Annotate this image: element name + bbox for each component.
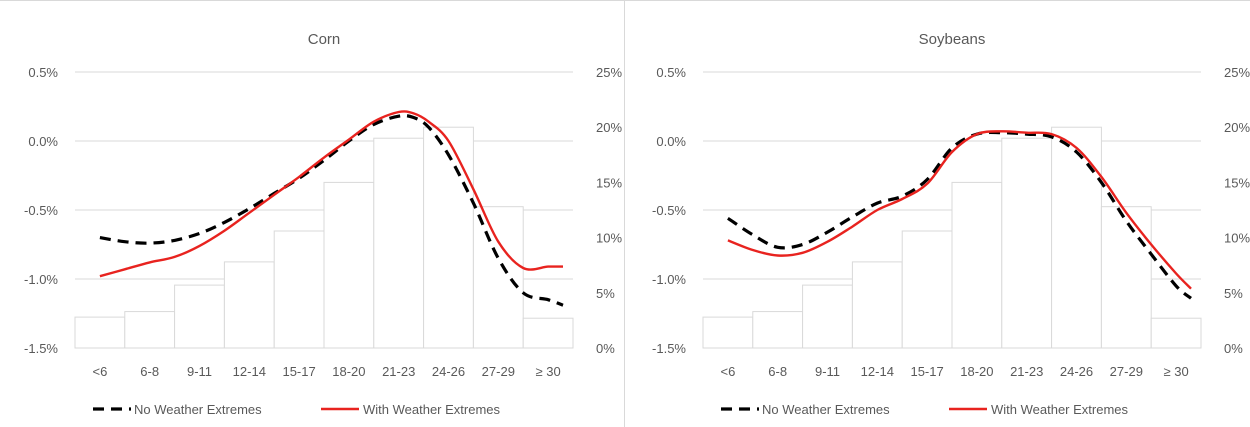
category-label: 9-11 <box>187 364 212 379</box>
bar <box>522 317 574 349</box>
category-label: <6 <box>720 364 735 379</box>
bar <box>901 230 953 349</box>
category-label: 6-8 <box>768 364 787 379</box>
bar <box>1051 126 1102 349</box>
left-tick-label: 0.0% <box>656 134 686 149</box>
right-tick-label: 15% <box>1224 175 1250 190</box>
category-label: 6-8 <box>140 364 159 379</box>
top-border <box>0 0 1250 1</box>
legend-label: No Weather Extremes <box>134 402 262 417</box>
soybeans-chart: Soybeans 0.5% 0.0% -0.5% -1.0% -1.5% 25% 20% 15%… <box>652 31 1250 417</box>
left-tick-label: -1.5% <box>652 341 686 356</box>
no-weather-extremes-line <box>727 130 1192 300</box>
legend-label: No Weather Extremes <box>762 402 890 417</box>
category-label: 15-17 <box>282 364 315 379</box>
left-tick-label: 0.5% <box>656 65 686 80</box>
bar <box>752 311 804 349</box>
left-tick-label: -1.0% <box>24 272 58 287</box>
category-label: 18-20 <box>960 364 993 379</box>
with-weather-extremes-line <box>99 110 564 278</box>
category-label: 24-26 <box>432 364 465 379</box>
bar <box>951 181 1003 349</box>
category-label: 12-14 <box>233 364 266 379</box>
bar <box>472 206 524 349</box>
bar <box>273 230 325 349</box>
right-tick-label: 15% <box>596 175 622 190</box>
left-tick-label: -1.5% <box>24 341 58 356</box>
legend-label: With Weather Extremes <box>991 402 1129 417</box>
right-tick-label: 20% <box>596 120 622 135</box>
left-tick-label: -0.5% <box>24 203 58 218</box>
right-tick-label: 0% <box>1224 341 1243 356</box>
right-tick-label: 25% <box>596 65 622 80</box>
right-tick-label: 5% <box>596 286 615 301</box>
bar <box>1100 206 1152 349</box>
bar <box>323 181 375 349</box>
bar <box>851 261 903 349</box>
chart-title: Soybeans <box>919 31 986 48</box>
panel-divider <box>624 0 625 427</box>
right-tick-label: 5% <box>1224 286 1243 301</box>
category-label: 27-29 <box>1110 364 1143 379</box>
category-label: 18-20 <box>332 364 365 379</box>
bar <box>802 284 853 349</box>
legend-label: With Weather Extremes <box>363 402 501 417</box>
right-tick-label: 0% <box>596 341 615 356</box>
chart-title: Corn <box>308 31 341 48</box>
category-label: ≥ 30 <box>535 364 560 379</box>
bar <box>423 126 474 349</box>
bar <box>702 316 754 349</box>
bar <box>223 261 275 349</box>
soybeans-chart-panel: Soybeans 0.5% 0.0% -0.5% -1.0% -1.5% 25% 20% 15%… <box>628 0 1250 427</box>
category-label: 15-17 <box>910 364 943 379</box>
right-tick-label: 10% <box>1224 231 1250 246</box>
corn-chart: Corn 0.5% 0.0% -0.5% -1.0% -1.5% 25% 20% 15% 10% 5… <box>24 31 622 417</box>
category-label: 21-23 <box>382 364 415 379</box>
bar <box>1001 137 1053 349</box>
left-tick-label: -1.0% <box>652 272 686 287</box>
left-tick-label: 0.0% <box>28 134 58 149</box>
right-tick-label: 10% <box>596 231 622 246</box>
with-weather-extremes-line <box>727 130 1192 290</box>
right-tick-label: 20% <box>1224 120 1250 135</box>
bar <box>174 284 225 349</box>
category-label: 24-26 <box>1060 364 1093 379</box>
category-label: 27-29 <box>482 364 515 379</box>
bar <box>124 311 176 349</box>
left-tick-label: -0.5% <box>652 203 686 218</box>
category-label: 21-23 <box>1010 364 1043 379</box>
category-label: ≥ 30 <box>1163 364 1188 379</box>
category-label: <6 <box>92 364 107 379</box>
category-label: 12-14 <box>861 364 894 379</box>
bar <box>1150 317 1202 349</box>
bar <box>74 316 126 349</box>
category-label: 9-11 <box>815 364 840 379</box>
corn-chart-panel: Corn 0.5% 0.0% -0.5% -1.0% -1.5% 25% 20% 15% 10% 5… <box>0 0 623 427</box>
right-tick-label: 25% <box>1224 65 1250 80</box>
left-tick-label: 0.5% <box>28 65 58 80</box>
bar <box>373 137 425 349</box>
